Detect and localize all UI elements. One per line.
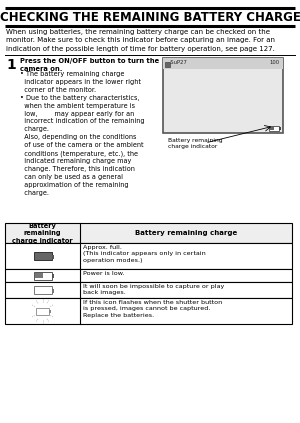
Bar bbox=[36, 308, 49, 314]
Bar bbox=[5, 243, 292, 269]
Bar bbox=[279, 127, 280, 130]
Bar bbox=[34, 273, 43, 278]
Text: Power is low.: Power is low. bbox=[83, 271, 124, 276]
Text: SuP27: SuP27 bbox=[167, 60, 187, 65]
Bar bbox=[165, 62, 170, 67]
Bar bbox=[52, 255, 53, 258]
Bar bbox=[34, 272, 52, 280]
Text: Battery
remaining
charge indicator: Battery remaining charge indicator bbox=[12, 222, 73, 244]
Bar bbox=[269, 126, 279, 131]
Text: If this icon flashes when the shutter button
is pressed, images cannot be captur: If this icon flashes when the shutter bu… bbox=[83, 300, 222, 318]
Bar bbox=[163, 58, 283, 133]
Bar bbox=[5, 269, 292, 282]
Text: Battery remaining
charge indicator: Battery remaining charge indicator bbox=[168, 138, 223, 149]
Text: • The battery remaining charge
  indicator appears in the lower right
  corner o: • The battery remaining charge indicator… bbox=[20, 71, 145, 196]
Bar bbox=[52, 288, 53, 292]
Bar bbox=[5, 223, 292, 243]
Text: Battery remaining charge: Battery remaining charge bbox=[135, 230, 237, 236]
Bar bbox=[52, 274, 53, 278]
Text: It will soon be impossible to capture or play
back images.: It will soon be impossible to capture or… bbox=[83, 284, 224, 295]
Text: CHECKING THE REMAINING BATTERY CHARGE: CHECKING THE REMAINING BATTERY CHARGE bbox=[0, 11, 300, 24]
Bar bbox=[270, 127, 274, 130]
Bar bbox=[5, 298, 292, 324]
Text: 1: 1 bbox=[6, 58, 16, 72]
Text: 100: 100 bbox=[270, 60, 280, 65]
Bar bbox=[34, 252, 52, 260]
Bar bbox=[163, 58, 283, 69]
Bar bbox=[49, 310, 50, 313]
Text: When using batteries, the remaining battery charge can be checked on the
monitor: When using batteries, the remaining batt… bbox=[6, 29, 275, 52]
Text: Approx. full.
(This indicator appears only in certain
operation modes.): Approx. full. (This indicator appears on… bbox=[83, 245, 206, 263]
Bar bbox=[34, 286, 52, 294]
Bar bbox=[5, 282, 292, 298]
Text: Press the ON/OFF button to turn the
camera on.: Press the ON/OFF button to turn the came… bbox=[20, 58, 159, 72]
